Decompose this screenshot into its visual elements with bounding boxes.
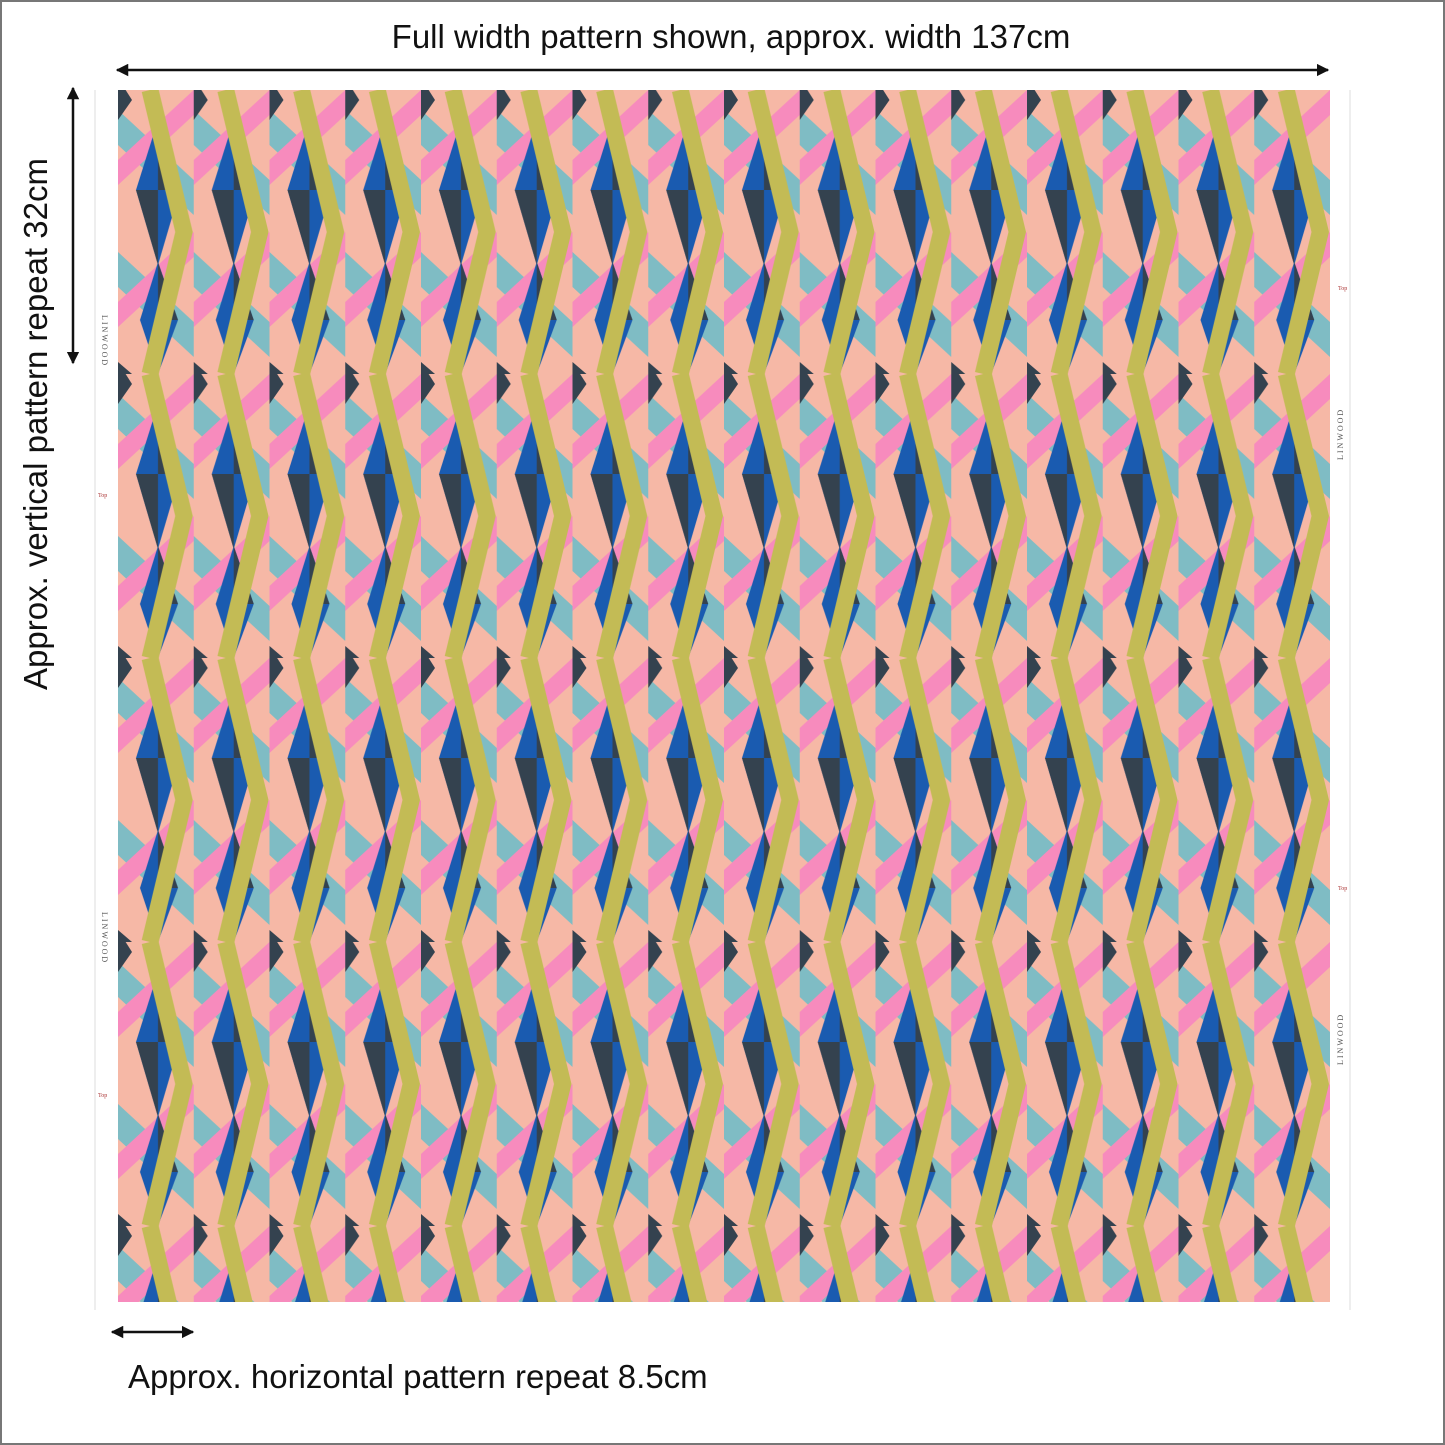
selvedge-mark: Top xyxy=(1338,286,1347,292)
selvedge-mark: Top xyxy=(1338,886,1347,892)
fabric-pattern xyxy=(118,90,1330,1302)
selvedge-brand: LINWOOD xyxy=(1336,1013,1345,1065)
vertical-repeat-label: Approx. vertical pattern repeat 32cm xyxy=(17,158,54,690)
selvedge-brand: LINWOOD xyxy=(100,912,109,964)
selvedge-brand: LINWOOD xyxy=(1336,408,1345,460)
width-label: Full width pattern shown, approx. width … xyxy=(392,18,1071,55)
selvedge-mark: Top xyxy=(98,493,107,499)
selvedge-mark: Top xyxy=(98,1093,107,1099)
selvedge-brand: LINWOOD xyxy=(100,315,109,367)
horizontal-repeat-label: Approx. horizontal pattern repeat 8.5cm xyxy=(128,1358,708,1395)
